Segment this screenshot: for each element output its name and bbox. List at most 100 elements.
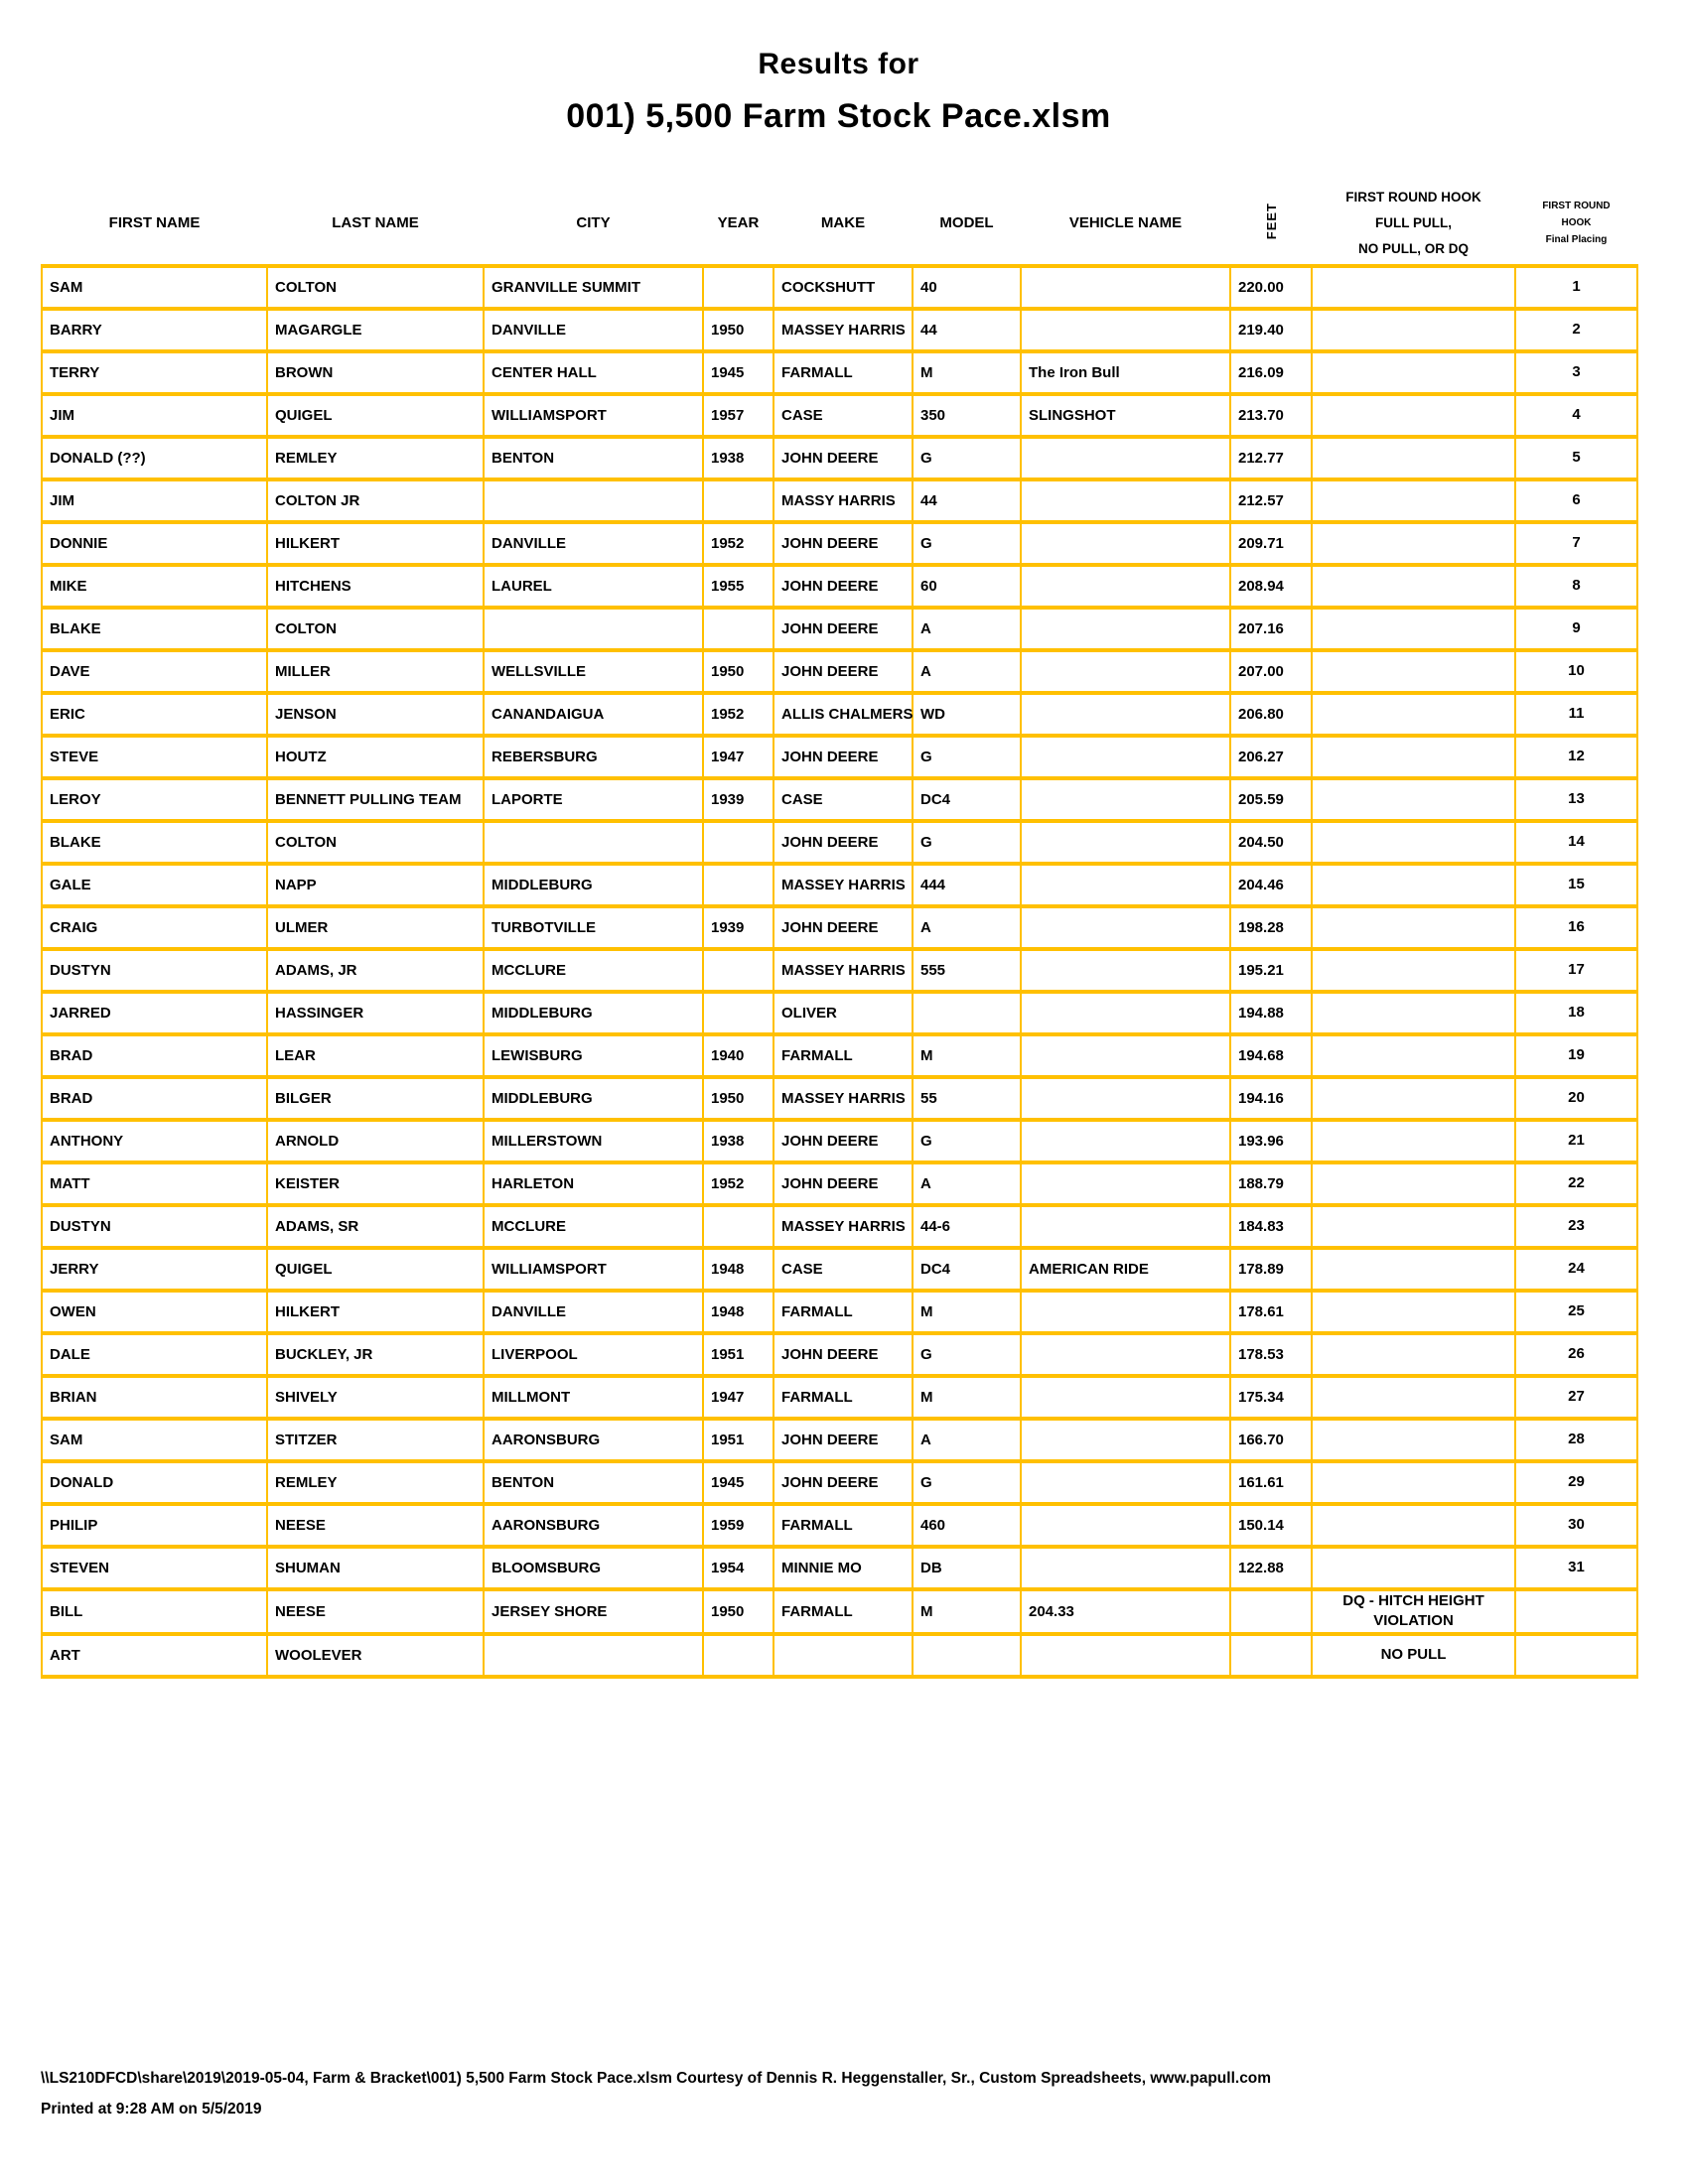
cell-feet: 209.71 [1229, 520, 1313, 567]
cell-final-placing: 24 [1514, 1246, 1638, 1293]
cell-vehicle-name [1020, 1374, 1231, 1421]
footer-printed-timestamp: Printed at 9:28 AM on 5/5/2019 [41, 2101, 262, 2117]
cell-vehicle-name [1020, 1459, 1231, 1506]
cell-year [702, 947, 774, 994]
cell-last-name: LEAR [266, 1032, 485, 1079]
report-title-line1: Results for [758, 48, 919, 80]
cell-final-placing: 4 [1514, 392, 1638, 439]
cell-first-name: BRIAN [41, 1374, 268, 1421]
cell-city: LIVERPOOL [483, 1331, 704, 1378]
cell-vehicle-name [1020, 904, 1231, 951]
cell-model: WD [912, 691, 1022, 738]
cell-first-name: DUSTYN [41, 1203, 268, 1250]
cell-make: MASSEY HARRIS [773, 1203, 914, 1250]
cell-city [483, 606, 704, 652]
cell-first-name: BLAKE [41, 819, 268, 866]
cell-final-placing: 12 [1514, 734, 1638, 780]
col-header-feet: FEET [1230, 182, 1312, 266]
cell-year: 1939 [702, 776, 774, 823]
cell-make: JOHN DEERE [773, 520, 914, 567]
cell-make: FARMALL [773, 349, 914, 396]
table-row: LEROY BENNETT PULLING TEAM LAPORTE 1939 … [41, 776, 1638, 823]
cell-year: 1951 [702, 1331, 774, 1378]
cell-first-name: DONNIE [41, 520, 268, 567]
table-row: BILL NEESE JERSEY SHORE 1950 FARMALL M 2… [41, 1587, 1638, 1636]
cell-city: MIDDLEBURG [483, 1075, 704, 1122]
table-row: SAM STITZER AARONSBURG 1951 JOHN DEERE A… [41, 1417, 1638, 1463]
cell-final-placing: 6 [1514, 478, 1638, 524]
cell-final-placing: 9 [1514, 606, 1638, 652]
cell-feet: 178.61 [1229, 1289, 1313, 1335]
table-row: PHILIP NEESE AARONSBURG 1959 FARMALL 460… [41, 1502, 1638, 1549]
cell-vehicle-name [1020, 1502, 1231, 1549]
cell-year [702, 1631, 774, 1679]
cell-final-placing: 17 [1514, 947, 1638, 994]
cell-first-name: MATT [41, 1160, 268, 1207]
cell-last-name: COLTON JR [266, 478, 485, 524]
cell-last-name: ULMER [266, 904, 485, 951]
table-row: JIM QUIGEL WILLIAMSPORT 1957 CASE 350 SL… [41, 392, 1638, 439]
cell-feet: 212.57 [1229, 478, 1313, 524]
cell-last-name: STITZER [266, 1417, 485, 1463]
cell-city: MIDDLEBURG [483, 990, 704, 1036]
cell-city: BLOOMSBURG [483, 1545, 704, 1591]
cell-vehicle-name [1020, 862, 1231, 908]
cell-final-placing: 15 [1514, 862, 1638, 908]
table-row: BLAKE COLTON JOHN DEERE G 204.50 14 [41, 819, 1638, 866]
cell-city [483, 1631, 704, 1679]
page-footer: \\LS210DFCD\share\2019\2019-05-04, Farm … [41, 2063, 1271, 2124]
cell-vehicle-name [1020, 1545, 1231, 1591]
cell-first-name: STEVE [41, 734, 268, 780]
cell-year: 1951 [702, 1417, 774, 1463]
cell-city: MCCLURE [483, 947, 704, 994]
cell-final-placing [1514, 1631, 1638, 1679]
cell-final-placing: 13 [1514, 776, 1638, 823]
col-header-first-name: FIRST NAME [108, 214, 201, 231]
cell-vehicle-name [1020, 691, 1231, 738]
cell-final-placing: 10 [1514, 648, 1638, 695]
cell-make: JOHN DEERE [773, 1118, 914, 1164]
cell-last-name: ADAMS, JR [266, 947, 485, 994]
cell-vehicle-name [1020, 1203, 1231, 1250]
hook-header-line1: FIRST ROUND HOOK [1345, 189, 1481, 205]
cell-first-name: JIM [41, 478, 268, 524]
cell-feet: 205.59 [1229, 776, 1313, 823]
cell-year [702, 990, 774, 1036]
cell-make: MASSEY HARRIS [773, 307, 914, 353]
hook-header-line3: NO PULL, OR DQ [1358, 240, 1469, 256]
cell-first-name: CRAIG [41, 904, 268, 951]
cell-feet: 194.16 [1229, 1075, 1313, 1122]
cell-last-name: COLTON [266, 606, 485, 652]
cell-city: AARONSBURG [483, 1502, 704, 1549]
cell-city: GRANVILLE SUMMIT [483, 264, 704, 311]
cell-final-placing: 7 [1514, 520, 1638, 567]
cell-make: CASE [773, 776, 914, 823]
cell-first-name: BRAD [41, 1075, 268, 1122]
col-header-city: CITY [576, 214, 611, 231]
cell-city: CANANDAIGUA [483, 691, 704, 738]
cell-hook-status [1311, 606, 1516, 652]
table-row: DUSTYN ADAMS, JR MCCLURE MASSEY HARRIS 5… [41, 947, 1638, 994]
cell-last-name: ARNOLD [266, 1118, 485, 1164]
cell-vehicle-name [1020, 1160, 1231, 1207]
cell-hook-status [1311, 1203, 1516, 1250]
col-header-vehicle-name: VEHICLE NAME [1068, 214, 1183, 231]
cell-last-name: HILKERT [266, 520, 485, 567]
cell-hook-status [1311, 862, 1516, 908]
cell-last-name: REMLEY [266, 435, 485, 481]
results-table-body: SAM COLTON GRANVILLE SUMMIT COCKSHUTT 40… [41, 264, 1638, 1679]
cell-year: 1950 [702, 307, 774, 353]
cell-city: MILLMONT [483, 1374, 704, 1421]
cell-hook-status [1311, 947, 1516, 994]
cell-model: G [912, 435, 1022, 481]
cell-hook-status [1311, 1032, 1516, 1079]
cell-model: A [912, 904, 1022, 951]
cell-make: OLIVER [773, 990, 914, 1036]
cell-city: JERSEY SHORE [483, 1587, 704, 1636]
cell-hook-status [1311, 990, 1516, 1036]
cell-city: DANVILLE [483, 307, 704, 353]
cell-vehicle-name [1020, 1118, 1231, 1164]
cell-make: MASSEY HARRIS [773, 862, 914, 908]
cell-first-name: JERRY [41, 1246, 268, 1293]
cell-feet: 207.00 [1229, 648, 1313, 695]
